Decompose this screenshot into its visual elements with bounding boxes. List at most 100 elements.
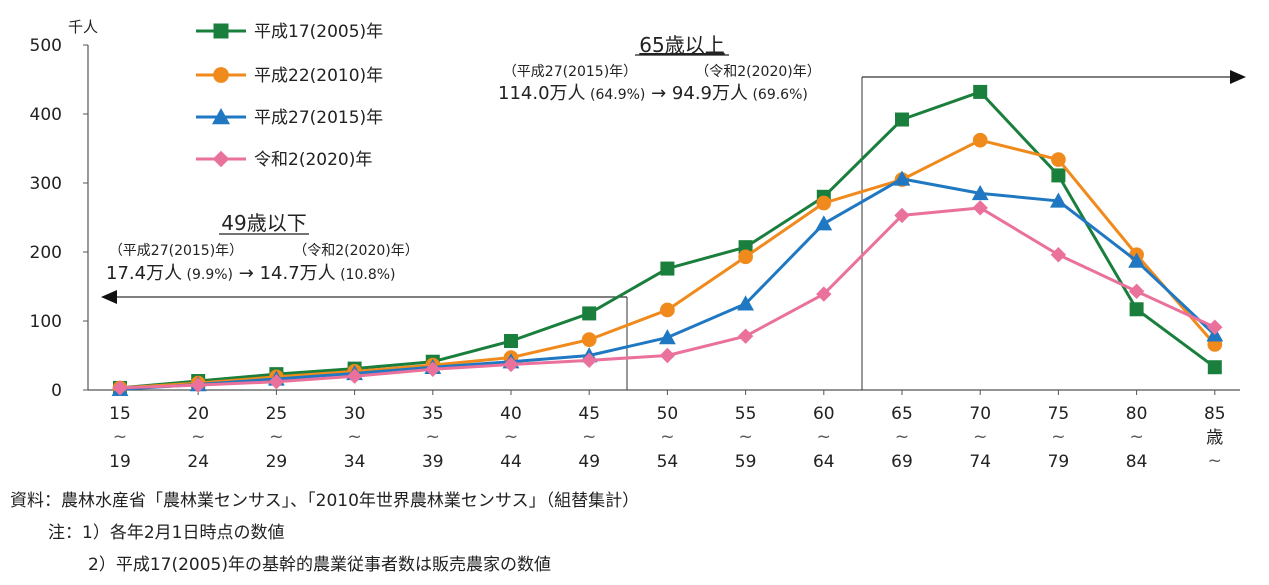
data-point: [504, 334, 518, 349]
annotation-value-part: (9.9%): [182, 267, 233, 283]
x-tick-tilde: ~: [1208, 451, 1222, 471]
annotation-value-part: (69.6%): [748, 87, 808, 103]
x-tick-label-top: 35: [422, 404, 444, 424]
x-tick-label-bottom: 34: [344, 452, 366, 472]
axes: 千人 0 100 200 300 400 500 15 ~19 20 ~24 25 ~29 30 ~34 35…: [30, 18, 1240, 472]
bracket-arrowhead: [101, 290, 117, 304]
x-tick-label-bottom: 69: [891, 452, 913, 472]
annotation-values: 114.0万人 (64.9%) → 94.9万人 (69.6%): [498, 83, 808, 104]
x-tick-label-top: 20: [187, 404, 209, 424]
data-point: [738, 249, 753, 265]
series-4: [112, 200, 1223, 396]
annotation-value-part: (10.8%): [336, 267, 396, 283]
data-point: [1050, 247, 1067, 263]
x-tick-label-top: 30: [344, 404, 366, 424]
x-tick-tilde: ~: [973, 427, 987, 447]
data-point: [659, 347, 676, 364]
data-point: [816, 195, 832, 211]
data-point: [895, 112, 909, 127]
legend-marker: [212, 108, 230, 125]
x-tick-tilde: ~: [269, 427, 283, 447]
x-tick-label-top: 25: [266, 404, 288, 424]
y-tick-label: 500: [30, 36, 62, 56]
x-tick-tilde: ~: [113, 427, 127, 447]
data-point: [660, 302, 675, 318]
note-1: 注：1）各年2月1日時点の数値: [48, 523, 285, 543]
x-tick-tilde: ~: [895, 427, 909, 447]
data-point: [268, 374, 285, 390]
y-tick-label: 100: [30, 312, 62, 332]
x-tick-label-top: 55: [735, 404, 757, 424]
data-point: [1051, 168, 1066, 183]
x-tick-tilde: ~: [582, 427, 596, 447]
annotation-value-part: 114.0万人: [498, 83, 586, 104]
series-group: [111, 84, 1224, 397]
x-tick-tilde: ~: [1129, 427, 1143, 447]
annotation-value-part: (64.9%): [586, 87, 646, 103]
x-tick-label-bottom: 64: [813, 452, 835, 472]
x-tick-label-top: 40: [500, 404, 522, 424]
y-unit-label: 千人: [68, 18, 98, 36]
x-tick-label-top: 85: [1204, 404, 1226, 424]
x-tick-label-bottom: 59: [735, 452, 757, 472]
x-tick-label-top: 75: [1048, 404, 1070, 424]
data-point: [503, 356, 519, 373]
legend-label: 令和2(2020)年: [254, 150, 372, 170]
source-note: 資料：農林水産省「農林業センサス」、「2010年世界農林業センサス」（組替集計）: [10, 491, 640, 511]
y-tick-label: 400: [30, 105, 62, 125]
data-point: [190, 377, 206, 393]
data-point: [660, 261, 675, 276]
data-point: [346, 368, 363, 384]
x-tick-label-bottom: 74: [969, 452, 991, 472]
x-tick-label-suffix: 歳: [1206, 428, 1223, 448]
legend-item-1: 平成17(2005)年: [196, 22, 383, 42]
data-point: [425, 361, 441, 377]
x-tick-label-top: 65: [891, 404, 913, 424]
bracket-arrowhead: [1230, 70, 1246, 84]
annotation-values: 17.4万人 (9.9%) → 14.7万人 (10.8%): [106, 263, 396, 284]
annotation-year-b: （令和2(2020)年）: [293, 243, 418, 259]
annotation-value-part: 14.7万人: [260, 263, 336, 284]
x-tick-tilde: ~: [347, 427, 361, 447]
age-group-annotations: 65歳以上（平成27(2015)年） （令和2(2020)年） 114.0万人 (6…: [101, 33, 1246, 390]
legend-item-2: 平成22(2010)年: [196, 66, 383, 86]
data-point: [1050, 192, 1067, 208]
annotation-year-a: （平成27(2015)年）: [503, 64, 637, 80]
annotation-year-b: （令和2(2020)年）: [695, 64, 820, 80]
data-point: [581, 352, 597, 369]
x-tick-tilde: ~: [738, 427, 752, 447]
x-tick-tilde: ~: [1051, 427, 1065, 447]
data-point: [1051, 152, 1066, 167]
annotation-value-part: →: [645, 83, 672, 104]
data-point: [893, 170, 911, 186]
annotation-value-part: 17.4万人: [106, 263, 182, 284]
data-point: [582, 306, 597, 321]
y-tick-label: 0: [51, 381, 62, 401]
x-tick-label-top: 15: [109, 404, 131, 424]
x-tick-label-bottom: 39: [422, 452, 444, 472]
line-chart: 千人 0 100 200 300 400 500 15 ~19 20 ~24 25 ~29 30 ~34 35…: [30, 18, 1246, 472]
x-tick-label-bottom: 29: [266, 452, 288, 472]
x-tick-tilde: ~: [504, 427, 518, 447]
y-tick-label: 300: [30, 174, 62, 194]
x-tick-tilde: ~: [426, 427, 440, 447]
annotation-over65: 65歳以上（平成27(2015)年） （令和2(2020)年） 114.0万人 (6…: [498, 33, 1246, 390]
x-tick-label-bottom: 44: [500, 452, 522, 472]
x-tick-tilde: ~: [817, 427, 831, 447]
data-point: [973, 84, 988, 99]
legend-label: 平成22(2010)年: [254, 66, 383, 86]
annotation-title: 49歳以下: [221, 211, 306, 235]
annotation-title: 65歳以上: [639, 33, 724, 57]
x-tick-label-bottom: 19: [109, 452, 131, 472]
data-point: [894, 207, 910, 224]
data-point: [971, 184, 989, 201]
x-tick-label-bottom: 49: [578, 452, 600, 472]
x-tick-label-top: 70: [969, 404, 991, 424]
legend-marker: [213, 67, 229, 83]
data-point: [1129, 302, 1144, 317]
x-tick-label-bottom: 79: [1048, 452, 1070, 472]
legend-label: 平成27(2015)年: [254, 108, 383, 128]
x-tick-label-top: 80: [1126, 404, 1148, 424]
data-point: [816, 286, 832, 302]
x-tick-tilde: ~: [660, 427, 674, 447]
